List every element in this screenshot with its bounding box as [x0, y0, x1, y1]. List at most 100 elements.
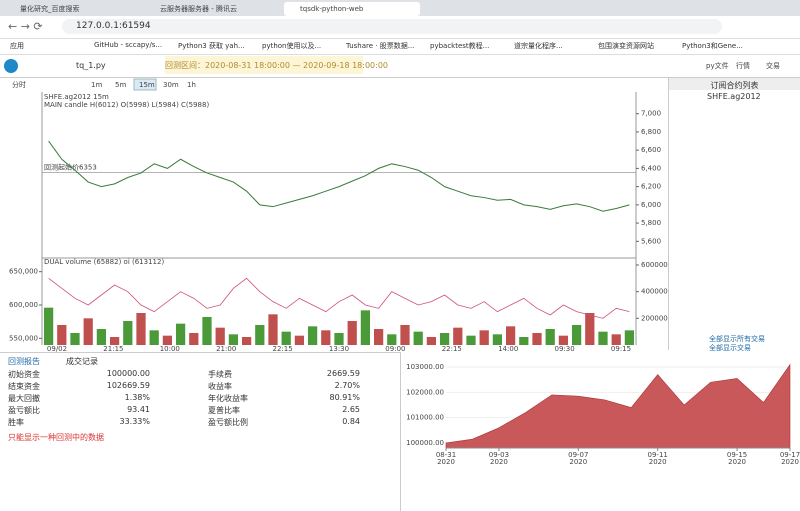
y-tick-label: 101000.00 [406, 414, 444, 422]
y-tick-label: 100000.00 [406, 439, 444, 447]
stat-label: 夏普比率 [208, 406, 240, 415]
y-tick-label: 5,800 [641, 219, 661, 227]
y-tick-label: 6,800 [641, 128, 661, 136]
time-label: 10:00 [160, 345, 180, 353]
report-tab[interactable]: 成交记录 [66, 357, 98, 366]
period-button[interactable]: 30m [163, 81, 179, 89]
stat-value: 2.65 [342, 405, 360, 414]
x-tick-year: 2020 [728, 458, 746, 466]
y-tick-label: 7,000 [641, 110, 661, 118]
header-link[interactable]: 行情 [736, 61, 750, 70]
symbol[interactable]: SHFE.ag2012 [707, 92, 761, 101]
y-tick-label: 6,600 [641, 146, 661, 154]
x-tick-label: 09-17 [780, 451, 800, 459]
volume-bar [109, 337, 120, 345]
volume-bar [347, 321, 357, 345]
y-tick-label: 550,000 [9, 334, 38, 342]
time-label: 14:00 [498, 345, 518, 353]
y-tick-label: 650,000 [9, 268, 38, 276]
time-label: 21:15 [103, 345, 123, 353]
address-field[interactable]: 127.0.0.1:61594 [62, 19, 722, 34]
volume-bar [373, 329, 384, 345]
bookmark[interactable]: Tushare · 股票数据... [346, 42, 415, 50]
stat-value: 93.41 [127, 405, 150, 414]
stat-label: 盈亏额比 [8, 406, 40, 415]
volume-bar [321, 330, 331, 345]
report-note: 只能显示一种回测中的数据 [8, 433, 104, 442]
tab-title: tqsdk-python-web [300, 5, 364, 13]
tab-title: 云服务器服务器 - 腾讯云 [160, 4, 237, 13]
volume-bar [387, 334, 397, 345]
stat-value: 2669.59 [326, 369, 360, 378]
x-tick-year: 2020 [781, 458, 799, 466]
volume-bar [294, 335, 305, 345]
side-link[interactable]: 全部显示所有交易 [709, 335, 765, 343]
volume-bar [215, 327, 225, 345]
side-title: 订阅合约列表 [669, 78, 800, 90]
volume-bar [57, 325, 67, 345]
bookmark[interactable]: 应用 [10, 42, 24, 50]
y-tick-label: 200000 [641, 314, 668, 322]
period-button[interactable]: 5m [115, 81, 126, 89]
x-tick-label: 09-15 [727, 451, 747, 459]
volume-bar [268, 314, 278, 345]
toolbar: ← → ⟳ 127.0.0.1:61594 [0, 16, 800, 39]
address: 127.0.0.1:61594 [76, 21, 151, 31]
bookmark[interactable]: 包围演变资源网站 [598, 42, 654, 50]
volume-bar [532, 333, 542, 345]
tab-title: 量化研究_百度搜索 [20, 4, 80, 13]
volume-bar [505, 326, 516, 345]
period-button[interactable]: 分时 [12, 80, 26, 89]
time-label: 09:15 [611, 345, 631, 353]
chart-title: SHFE.ag2012 15m [44, 93, 109, 101]
side-panel: 订阅合约列表 SHFE.ag2012 全部显示所有交易 全部显示交易 [668, 78, 800, 352]
stat-value: 2.70% [334, 381, 360, 390]
volume-bar [83, 318, 93, 345]
volume-bar [175, 323, 186, 345]
report-panel: 回测报告 成交记录 初始资金 100000.00 手续费 2669.59 结束资金 102… [0, 352, 401, 511]
bookmark[interactable]: python使用以及... [262, 42, 322, 50]
x-tick-label: 08-31 [436, 451, 456, 459]
backtest-range: 回测区间：2020-08-31 18:00:00 — 2020-09-18 18… [165, 56, 388, 74]
volume-bar [479, 330, 489, 345]
y-tick-label: 103000.00 [406, 363, 444, 371]
volume-bar [453, 327, 463, 345]
volume-bar [466, 335, 476, 345]
time-label: 22:15 [273, 345, 293, 353]
oi-line [48, 277, 630, 319]
time-label: 21:00 [216, 345, 236, 353]
y-tick-label: 400000 [641, 288, 668, 296]
period-button[interactable]: 1h [187, 81, 196, 89]
tab[interactable] [144, 2, 280, 16]
x-tick-label: 09-11 [648, 451, 668, 459]
volume-bar [43, 307, 54, 345]
y-tick-label: 5,600 [641, 237, 661, 245]
bookmark[interactable]: Python3 获取 yah... [178, 42, 245, 50]
volume-bar [598, 331, 608, 345]
side-link[interactable]: 全部显示交易 [709, 344, 751, 352]
y-tick-label: 6,000 [641, 201, 661, 209]
bookmark[interactable]: pybacktest教程... [430, 42, 490, 50]
volume-bar [426, 337, 437, 345]
header-link[interactable]: 交易 [766, 61, 780, 70]
bookmark[interactable]: GitHub - sccapy/s... [94, 41, 163, 49]
x-tick-year: 2020 [569, 458, 587, 466]
stat-label: 手续费 [208, 370, 232, 379]
period-button[interactable]: 1m [91, 81, 102, 89]
stat-value: 0.84 [342, 417, 360, 426]
tab[interactable] [284, 2, 420, 16]
time-label: 09:30 [555, 345, 575, 353]
x-tick-label: 09-03 [489, 451, 509, 459]
report-tab[interactable]: 回测报告 [8, 357, 40, 366]
tab[interactable] [4, 2, 140, 16]
header-link[interactable]: py文件 [706, 61, 729, 70]
y-tick-label: 6,400 [641, 164, 661, 172]
nav-icons[interactable]: ← → ⟳ [8, 20, 43, 33]
time-label: 09:00 [385, 345, 405, 353]
period-button[interactable]: 15m [139, 81, 155, 89]
chart-legend: MAIN candle H(6012) O(5998) L(5984) C(59… [44, 101, 209, 109]
bookmark[interactable]: 道宗量化程序... [514, 42, 563, 50]
bookmark[interactable]: Python3和Gene... [682, 42, 743, 50]
x-tick-label: 09-07 [568, 451, 588, 459]
